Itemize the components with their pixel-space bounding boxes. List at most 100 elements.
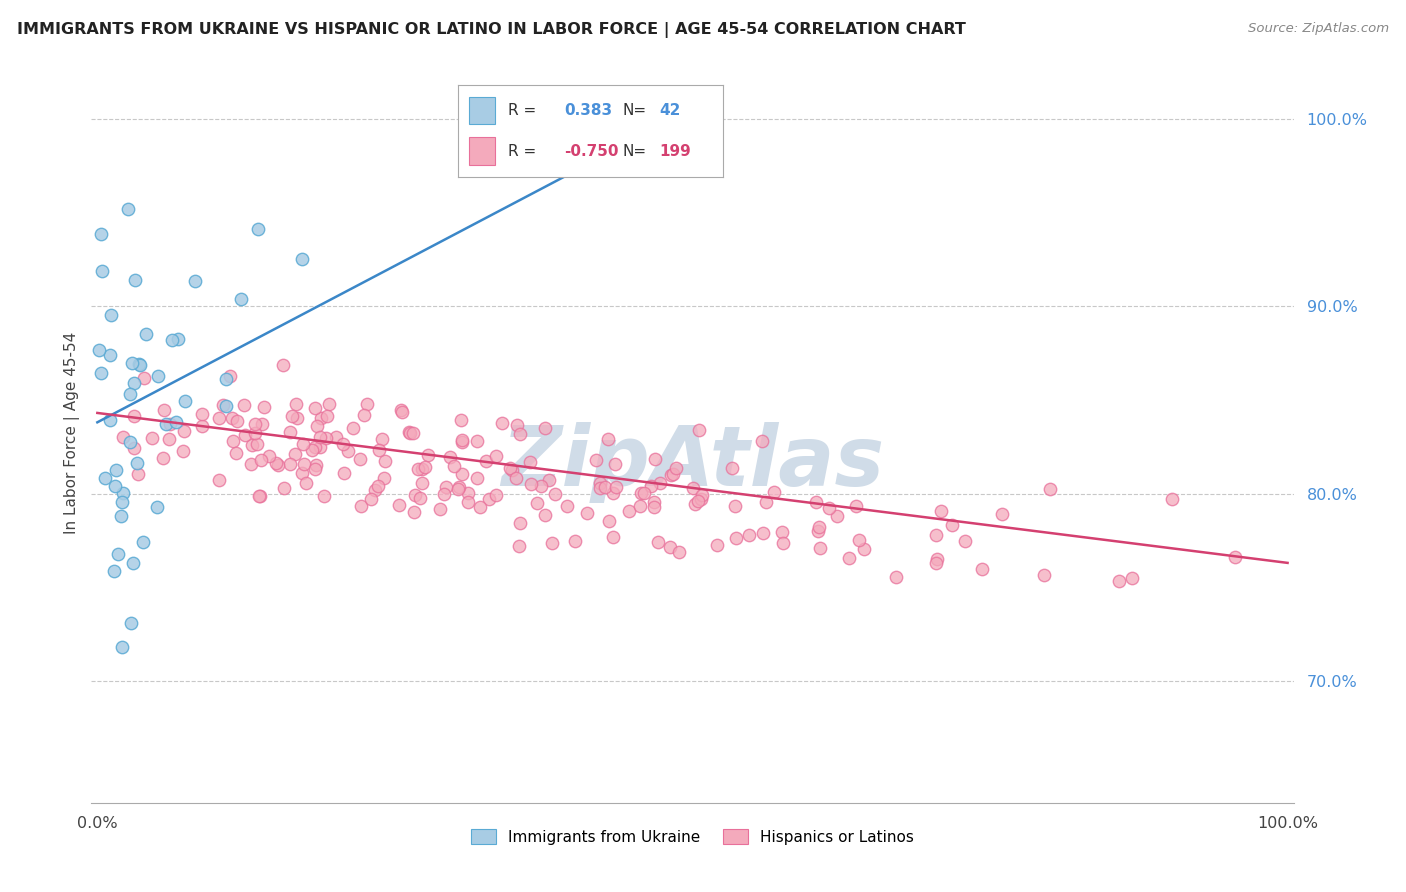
Point — [246, 222, 269, 236]
Point — [208, 473, 231, 487]
Point — [278, 457, 301, 471]
Point — [280, 409, 302, 423]
Point — [229, 293, 252, 307]
Point — [413, 459, 436, 474]
Point — [451, 434, 474, 449]
Point — [602, 485, 624, 500]
Point — [118, 387, 141, 401]
Point — [617, 503, 640, 517]
Point — [884, 570, 907, 584]
Point — [90, 227, 112, 242]
Point — [808, 541, 831, 555]
Point — [360, 492, 382, 507]
Point — [129, 358, 152, 372]
Point — [122, 409, 145, 424]
Point — [544, 487, 567, 501]
Point — [838, 550, 860, 565]
Point — [640, 479, 662, 493]
Point — [770, 524, 793, 539]
Point — [450, 467, 472, 481]
Point — [434, 481, 457, 495]
Point — [221, 410, 243, 425]
Point — [721, 461, 744, 475]
Point — [124, 273, 146, 287]
Legend: Immigrants from Ukraine, Hispanics or Latinos: Immigrants from Ukraine, Hispanics or La… — [465, 822, 920, 851]
Point — [953, 534, 976, 549]
Point — [208, 410, 231, 425]
Point — [127, 467, 149, 481]
Point — [309, 411, 332, 425]
Point — [630, 486, 652, 500]
Point — [373, 471, 395, 485]
Point — [280, 425, 302, 439]
Point — [457, 495, 479, 509]
Point — [135, 326, 157, 341]
Point — [389, 402, 412, 417]
Point — [398, 425, 420, 439]
Point — [589, 481, 612, 495]
Point — [356, 397, 378, 411]
Point — [406, 461, 429, 475]
Point — [593, 480, 616, 494]
Point — [301, 442, 323, 457]
Point — [429, 501, 451, 516]
Point — [925, 556, 948, 570]
Point — [349, 451, 371, 466]
Point — [246, 437, 269, 451]
Y-axis label: In Labor Force | Age 45-54: In Labor Force | Age 45-54 — [65, 332, 80, 533]
Point — [90, 366, 112, 380]
Point — [387, 498, 409, 512]
Point — [465, 434, 488, 448]
Point — [682, 481, 704, 495]
Point — [111, 494, 134, 508]
Point — [686, 494, 709, 508]
Point — [117, 202, 139, 216]
Point — [470, 500, 492, 514]
Point — [534, 421, 557, 435]
Point — [447, 482, 470, 496]
Point — [332, 466, 354, 480]
Point — [668, 545, 690, 559]
Point — [925, 528, 948, 542]
Point — [990, 507, 1012, 521]
Point — [683, 497, 706, 511]
Point — [505, 471, 527, 485]
Point — [134, 371, 156, 385]
Point — [247, 489, 270, 503]
Point — [141, 431, 163, 445]
Point — [110, 508, 132, 523]
Point — [273, 481, 295, 495]
Point — [501, 462, 523, 476]
Point — [689, 491, 711, 506]
Point — [508, 539, 530, 553]
Point — [353, 408, 375, 422]
Point — [1108, 574, 1130, 589]
Point — [450, 413, 472, 427]
Point — [465, 471, 488, 485]
Point — [165, 416, 187, 430]
Point — [643, 495, 665, 509]
Point — [316, 409, 339, 424]
Point — [252, 401, 274, 415]
Point — [104, 479, 127, 493]
Point — [602, 530, 624, 544]
Point — [98, 348, 121, 362]
Point — [94, 471, 117, 485]
Point — [308, 440, 330, 454]
Point — [111, 640, 134, 654]
Point — [285, 411, 308, 425]
Point — [173, 394, 195, 409]
Point — [509, 426, 531, 441]
Point — [233, 427, 256, 442]
Point — [266, 458, 288, 473]
Point — [401, 425, 423, 440]
Point — [318, 397, 340, 411]
Point — [90, 264, 112, 278]
Point — [112, 485, 135, 500]
Point — [929, 504, 952, 518]
Point — [844, 499, 866, 513]
Point — [1039, 482, 1062, 496]
Text: IMMIGRANTS FROM UKRAINE VS HISPANIC OR LATINO IN LABOR FORCE | AGE 45-54 CORRELA: IMMIGRANTS FROM UKRAINE VS HISPANIC OR L… — [17, 22, 966, 38]
Point — [724, 500, 747, 514]
Point — [564, 534, 586, 549]
